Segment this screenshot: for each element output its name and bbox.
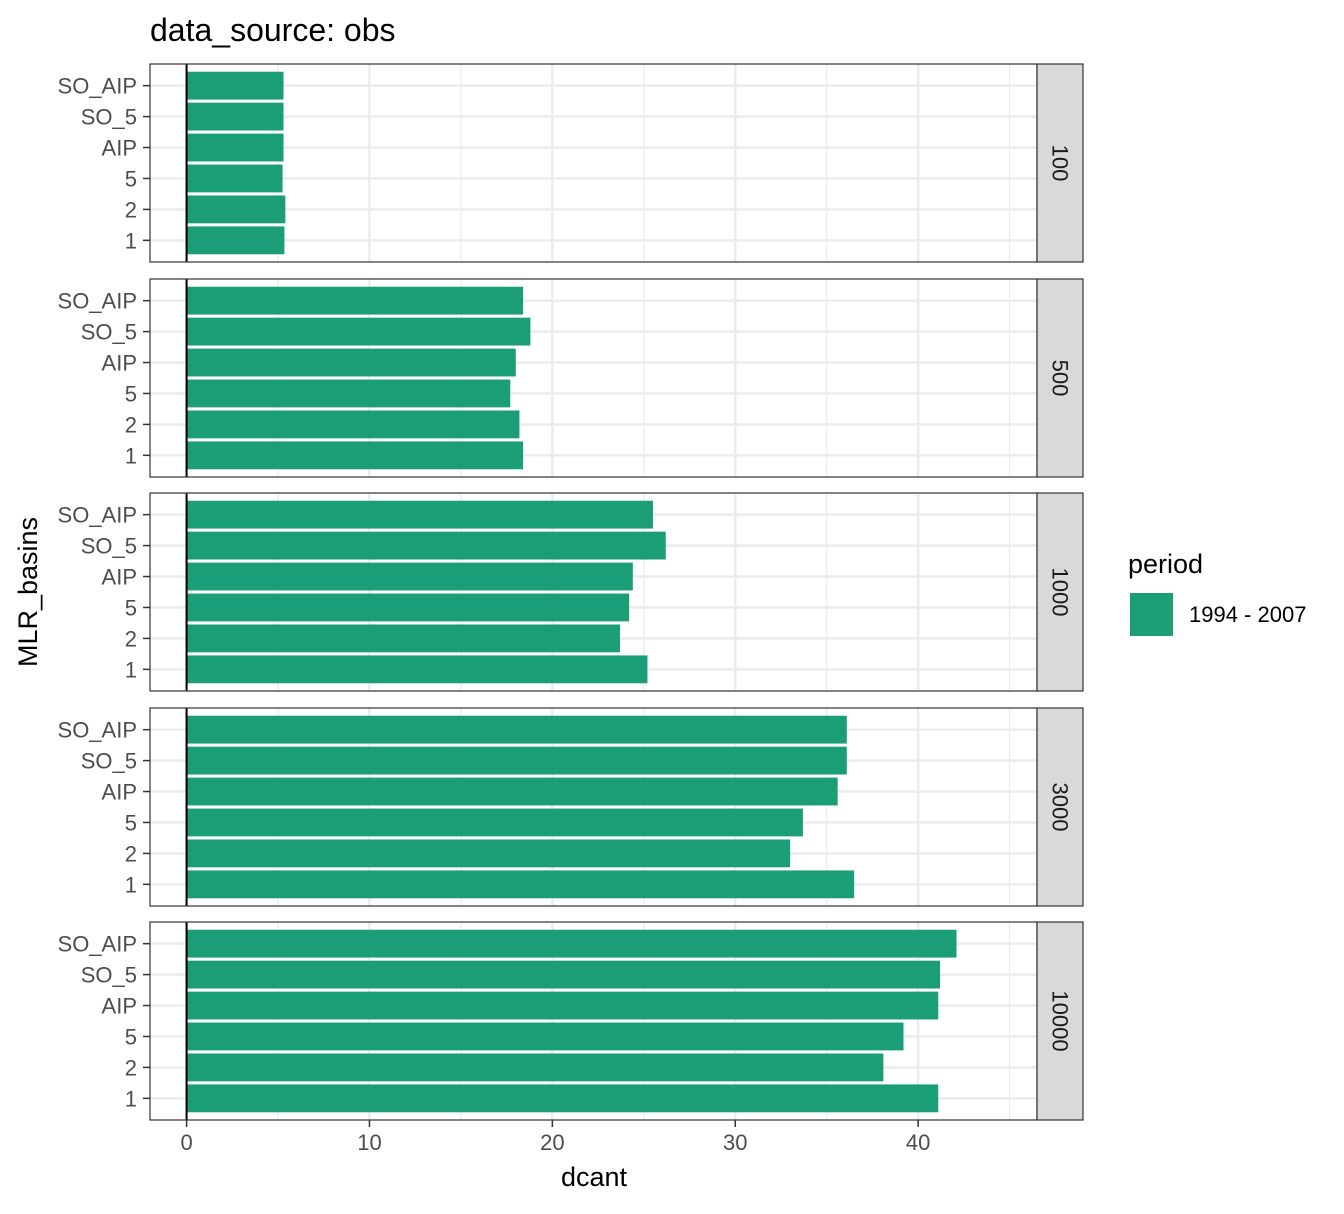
chart-title: data_source: obs (150, 12, 396, 48)
y-tick-label: 2 (125, 1055, 137, 1080)
y-tick-label: 2 (125, 626, 137, 651)
bar-3000-SO_AIP (186, 715, 847, 744)
x-tick-label: 10 (357, 1130, 381, 1155)
y-tick-label: AIP (102, 351, 137, 376)
bar-500-SO_AIP (186, 286, 524, 315)
y-tick-label: AIP (102, 565, 137, 590)
bar-100-1 (186, 226, 285, 255)
facet-strip (1036, 707, 1084, 907)
x-tick-label: 30 (723, 1130, 747, 1155)
bar-10000-2 (186, 1053, 884, 1082)
y-tick-label: 2 (125, 197, 137, 222)
y-axis-title: MLR_basins (13, 517, 43, 667)
y-tick-label: SO_AIP (58, 932, 137, 957)
y-tick-label: 5 (125, 595, 137, 620)
y-tick-label: SO_AIP (58, 289, 137, 314)
y-tick-label: SO_5 (81, 963, 137, 988)
facet-strip-label: 1000 (1048, 568, 1073, 617)
bar-1000-AIP (186, 562, 633, 591)
bar-3000-AIP (186, 777, 838, 806)
bar-500-5 (186, 379, 511, 408)
y-tick-label: 2 (125, 841, 137, 866)
bar-100-SO_5 (186, 102, 284, 131)
y-tick-label: SO_AIP (58, 74, 137, 99)
bar-3000-SO_5 (186, 746, 847, 775)
y-tick-label: 5 (125, 1024, 137, 1049)
y-tick-label: AIP (102, 780, 137, 805)
facet-strip (1036, 278, 1084, 478)
facet-strip-label: 100 (1048, 145, 1073, 182)
y-tick-label: 5 (125, 166, 137, 191)
x-tick-label: 0 (180, 1130, 192, 1155)
bar-100-SO_AIP (186, 71, 284, 100)
y-tick-label: 1 (125, 657, 137, 682)
y-tick-label: 2 (125, 412, 137, 437)
facet-panel-100: SO_AIP SO_5 AIP 5 2 1 100 (58, 63, 1084, 263)
x-tick-label: 40 (906, 1130, 930, 1155)
legend: period 1994 - 2007 (1128, 549, 1306, 636)
bar-1000-SO_AIP (186, 500, 653, 529)
y-tick-label: 5 (125, 810, 137, 835)
x-axis-title: dcant (561, 1162, 628, 1192)
y-tick-label: SO_5 (81, 320, 137, 345)
y-tick-label: SO_5 (81, 534, 137, 559)
bar-3000-5 (186, 808, 803, 837)
bar-100-5 (186, 164, 283, 193)
y-tick-label: 1 (125, 228, 137, 253)
legend-label: 1994 - 2007 (1189, 602, 1306, 627)
bar-10000-5 (186, 1022, 904, 1051)
facet-panel-10000: SO_AIP SO_5 AIP 5 2 1 10000 (58, 921, 1084, 1121)
bar-1000-2 (186, 624, 621, 653)
bar-1000-SO_5 (186, 531, 666, 560)
facet-panel-3000: SO_AIP SO_5 AIP 5 2 1 3000 (58, 707, 1084, 907)
facet-strip (1036, 63, 1084, 263)
facet-panels: SO_AIPSO_5AIP521100SO_AIPSO_5AIP521500SO… (58, 63, 1084, 1121)
bar-100-2 (186, 195, 286, 224)
bar-3000-1 (186, 870, 855, 899)
x-tick-label: 20 (540, 1130, 564, 1155)
bar-500-2 (186, 410, 520, 439)
facet-strip-label: 3000 (1048, 783, 1073, 832)
legend-title: period (1128, 549, 1203, 579)
y-tick-label: AIP (102, 994, 137, 1019)
facet-strip (1036, 921, 1084, 1121)
y-tick-label: 1 (125, 1086, 137, 1111)
bar-10000-1 (186, 1084, 939, 1113)
facet-strip-label: 10000 (1048, 990, 1073, 1051)
bar-500-SO_5 (186, 317, 531, 346)
y-tick-label: 1 (125, 872, 137, 897)
bar-500-1 (186, 441, 524, 470)
legend-key (1130, 593, 1173, 636)
facet-strip-label: 500 (1048, 360, 1073, 397)
y-tick-label: SO_5 (81, 105, 137, 130)
facet-strip (1036, 492, 1084, 692)
facet-panel-500: SO_AIP SO_5 AIP 5 2 1 500 (58, 278, 1084, 478)
panel-background (150, 64, 1037, 262)
bar-10000-SO_AIP (186, 929, 957, 958)
bar-1000-5 (186, 593, 630, 622)
bar-1000-1 (186, 655, 648, 684)
x-axis: 0 10 20 30 40 (180, 1120, 930, 1155)
y-tick-label: AIP (102, 136, 137, 161)
bar-100-AIP (186, 133, 284, 162)
bar-3000-2 (186, 839, 791, 868)
bar-10000-AIP (186, 991, 939, 1020)
y-tick-label: 5 (125, 381, 137, 406)
y-tick-label: 1 (125, 443, 137, 468)
y-tick-label: SO_AIP (58, 718, 137, 743)
bar-500-AIP (186, 348, 516, 377)
y-tick-label: SO_5 (81, 749, 137, 774)
bar-10000-SO_5 (186, 960, 941, 989)
facet-panel-1000: SO_AIP SO_5 AIP 5 2 1 1000 (58, 492, 1084, 692)
y-tick-label: SO_AIP (58, 503, 137, 528)
